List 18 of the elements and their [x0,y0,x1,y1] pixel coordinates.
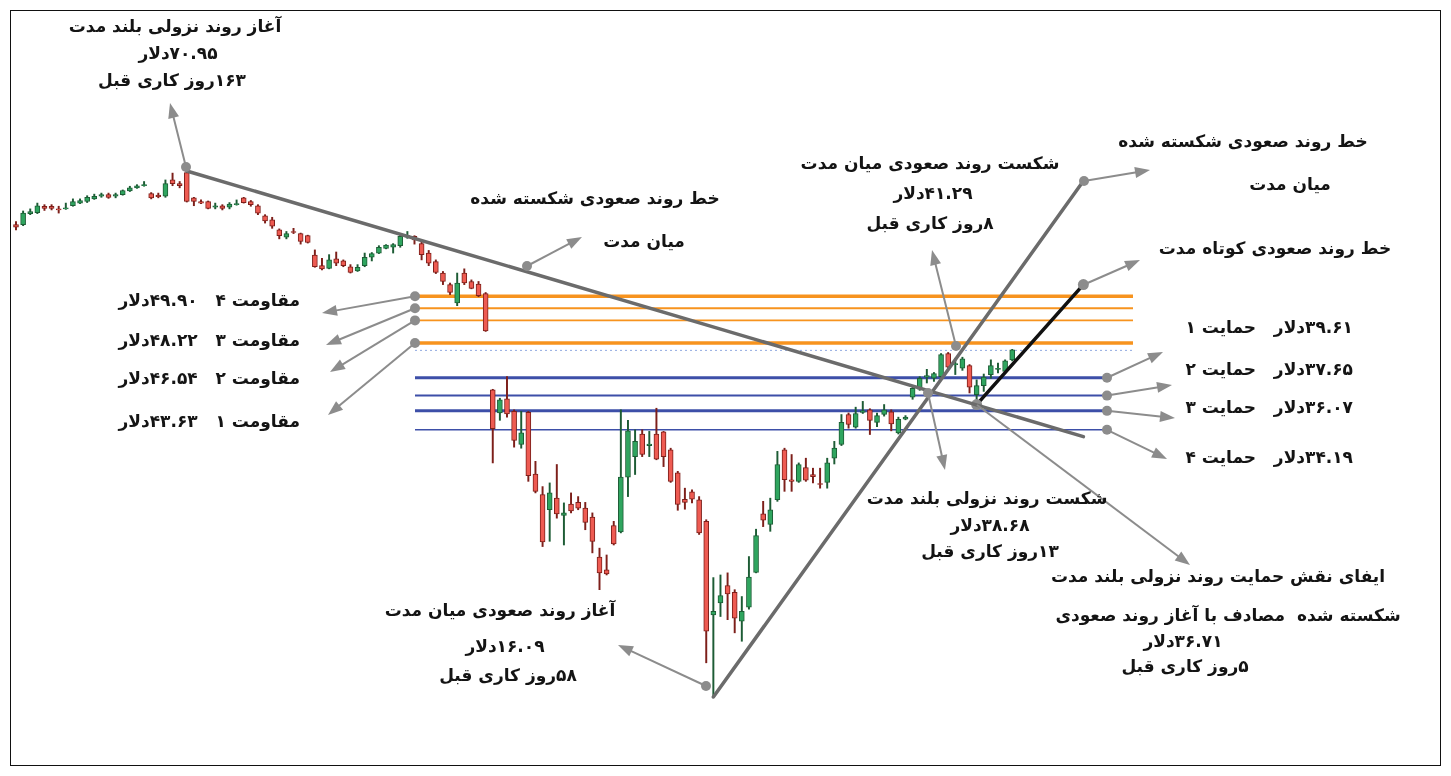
annotation: مقاومت ۱ ۴۳.۶۳دلار [117,411,300,433]
annotation: مقاومت ۴ ۴۹.۹۰دلار [117,290,300,312]
annotation: شکست روند صعودی میان مدت ۴۱.۲۹دلار ۸روز کاری قبل [800,153,1060,235]
candlestick [646,431,653,457]
annotation: ۳۷.۶۵دلار حمایت ۲ [1185,359,1353,380]
annotation: ۳۶.۰۷دلار حمایت ۳ [1185,397,1354,418]
annotation: مقاومت ۳ ۴۸.۲۲دلار [117,330,300,352]
annotation: ۳۹.۶۱دلار حمایت ۱ [1185,317,1353,338]
annotation: مقاومت ۲ ۴۶.۵۴دلار [117,368,300,390]
candlestick [788,454,795,492]
annotation: ۳۴.۱۹دلار حمایت ۴ [1185,447,1354,468]
text: خط روند صعودی شکسته شده میان مدت [470,188,720,252]
annotation: آغاز روند صعودی میان مدت ۱۶.۰۹دلار ۵۸روز کاری قبل [384,599,617,687]
annotation: ایفای نقش حمایت روند نزولی بلند مدت شکسته شده مصادف با آغاز روند صعودی ۳۶.۷۱دلار ۵روز کاری قبل [1050,566,1401,678]
text: آغاز روند نزولی بلند مدت ۷۰.۹۵دلار ۱۶۳روز کاری قبل [68,15,283,92]
text: خط روند صعودی شکسته شده میان مدت [1118,131,1368,195]
annotation: خط روند صعودی کوتاه مدت [1158,238,1392,260]
annotation: شکست روند نزولی بلند مدت ۳۸.۶۸دلار ۱۳روز کاری قبل [866,488,1108,563]
